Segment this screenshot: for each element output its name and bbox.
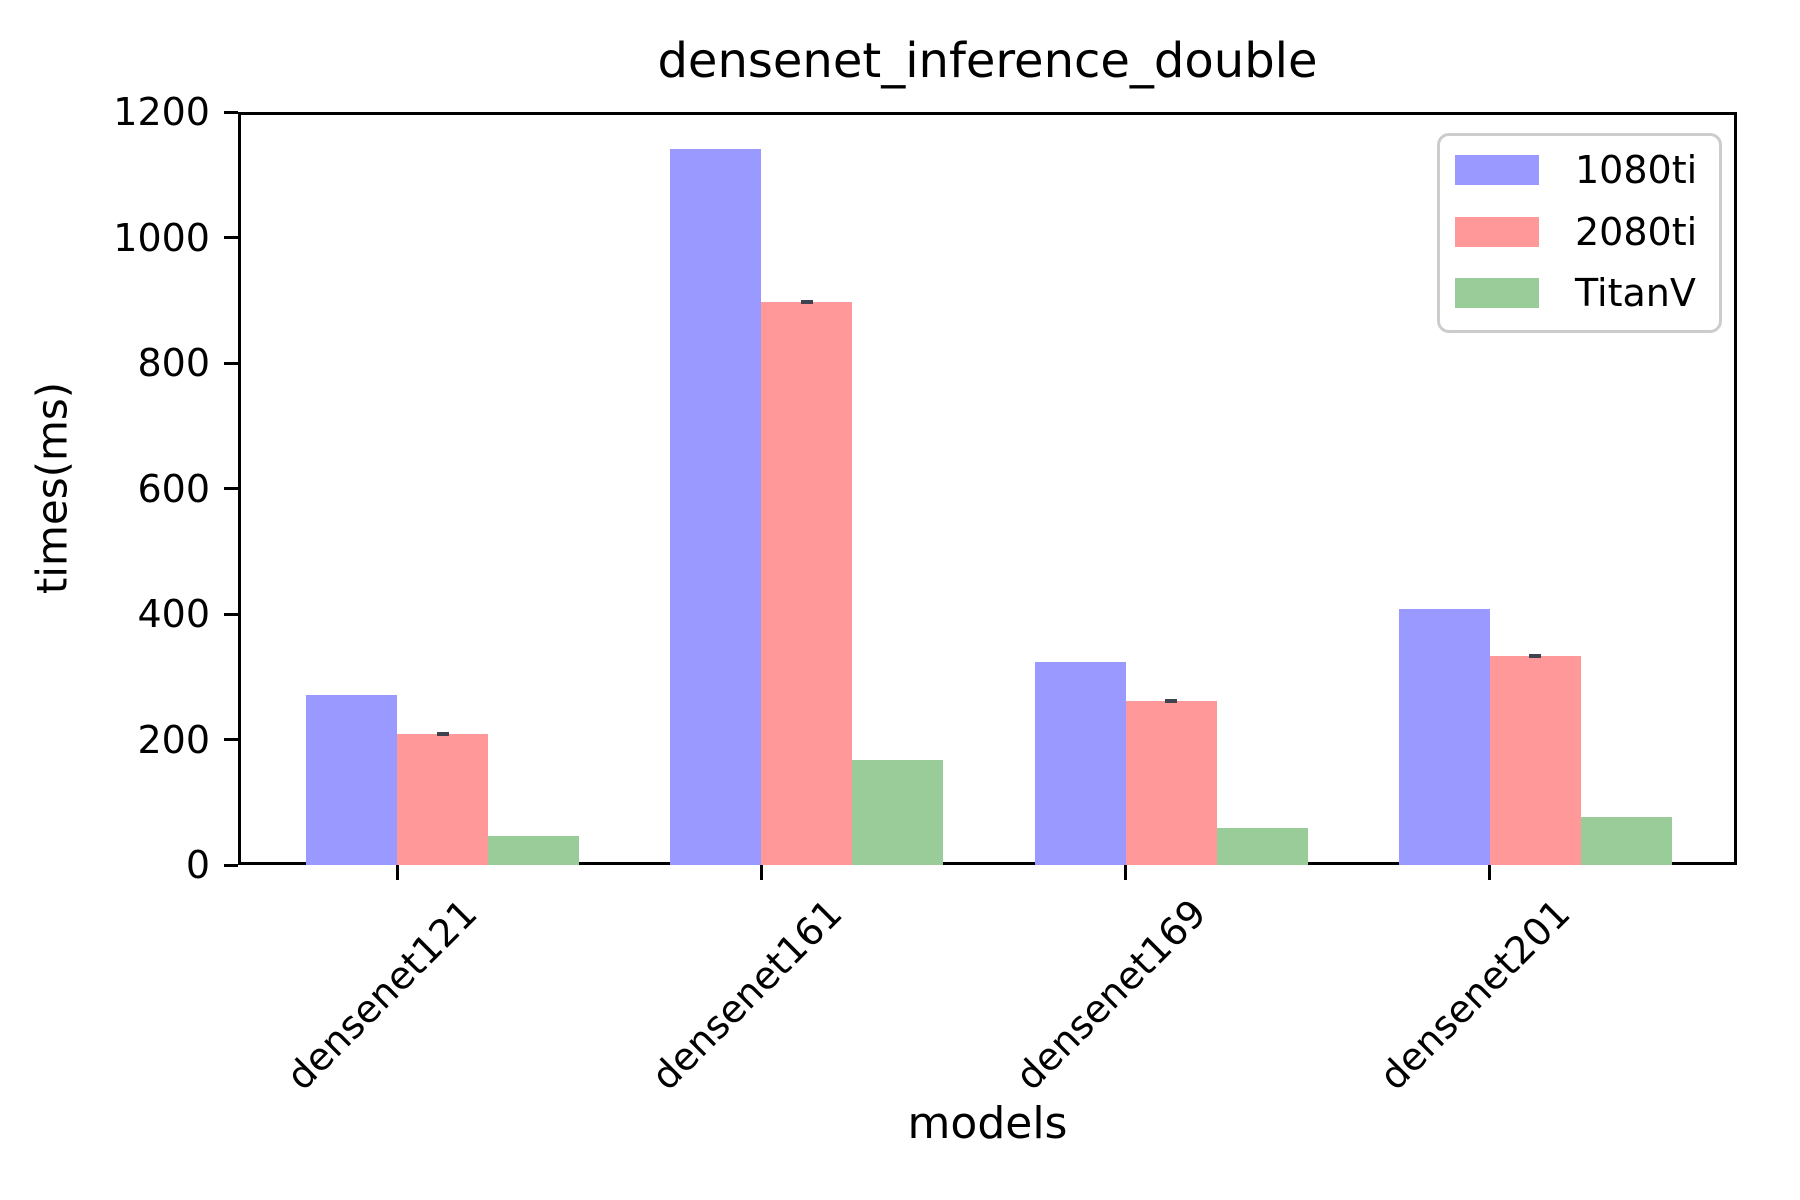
y-tick-mark	[224, 110, 238, 114]
legend-swatch-1080ti	[1455, 155, 1539, 185]
y-tick-label: 0	[185, 843, 210, 887]
legend-row: 1080ti	[1440, 140, 1719, 200]
x-tick-label: densenet121	[278, 890, 486, 1099]
bar-2080ti-densenet161	[761, 302, 853, 865]
legend-label-1080ti: 1080ti	[1575, 148, 1698, 192]
bar-TitanV-densenet161	[852, 760, 944, 865]
legend-row: 2080ti	[1440, 202, 1719, 262]
legend-label-TitanV: TitanV	[1575, 271, 1696, 315]
bar-1080ti-densenet161	[670, 149, 762, 865]
error-cap-2080ti-densenet161	[800, 299, 813, 304]
x-tick-label: densenet169	[1007, 890, 1215, 1099]
legend-swatch-TitanV	[1455, 278, 1539, 308]
x-tick-mark	[759, 865, 763, 880]
bar-TitanV-densenet169	[1216, 827, 1308, 865]
bar-2080ti-densenet169	[1125, 701, 1217, 865]
y-tick-label: 200	[137, 717, 210, 762]
plot-area	[238, 112, 1737, 865]
bar-TitanV-densenet201	[1580, 817, 1672, 865]
error-cap-2080ti-densenet169	[1165, 699, 1178, 704]
y-tick-mark	[224, 863, 238, 867]
y-tick-label: 400	[137, 592, 210, 636]
x-tick-mark	[1488, 865, 1492, 880]
legend-swatch-2080ti	[1455, 216, 1539, 247]
x-tick-mark	[395, 865, 399, 880]
bar-1080ti-densenet169	[1034, 662, 1126, 865]
y-tick-mark	[224, 361, 238, 365]
error-cap-2080ti-densenet201	[1529, 653, 1542, 658]
bar-2080ti-densenet201	[1489, 656, 1581, 865]
x-axis-label: models	[907, 1098, 1068, 1149]
y-tick-label: 1200	[113, 90, 210, 134]
error-cap-2080ti-densenet121	[436, 731, 449, 736]
y-tick-mark	[224, 487, 238, 490]
bar-2080ti-densenet121	[397, 733, 488, 865]
legend: 1080ti 2080ti TitanV	[1437, 133, 1722, 333]
y-tick-label: 800	[137, 341, 210, 385]
x-tick-label: densenet201	[1371, 890, 1579, 1099]
x-tick-mark	[1124, 865, 1128, 880]
y-tick-label: 600	[137, 466, 210, 511]
bar-1080ti-densenet121	[306, 694, 397, 865]
legend-label-2080ti: 2080ti	[1575, 209, 1698, 254]
bar-1080ti-densenet201	[1398, 608, 1490, 865]
y-tick-mark	[224, 738, 238, 741]
x-tick-label: densenet161	[642, 890, 851, 1099]
legend-row: TitanV	[1440, 263, 1719, 323]
y-tick-label: 1000	[113, 215, 210, 260]
y-tick-mark	[224, 612, 238, 616]
chart-title: densenet_inference_double	[657, 33, 1318, 89]
bar-TitanV-densenet121	[488, 836, 579, 865]
y-tick-mark	[224, 236, 238, 239]
